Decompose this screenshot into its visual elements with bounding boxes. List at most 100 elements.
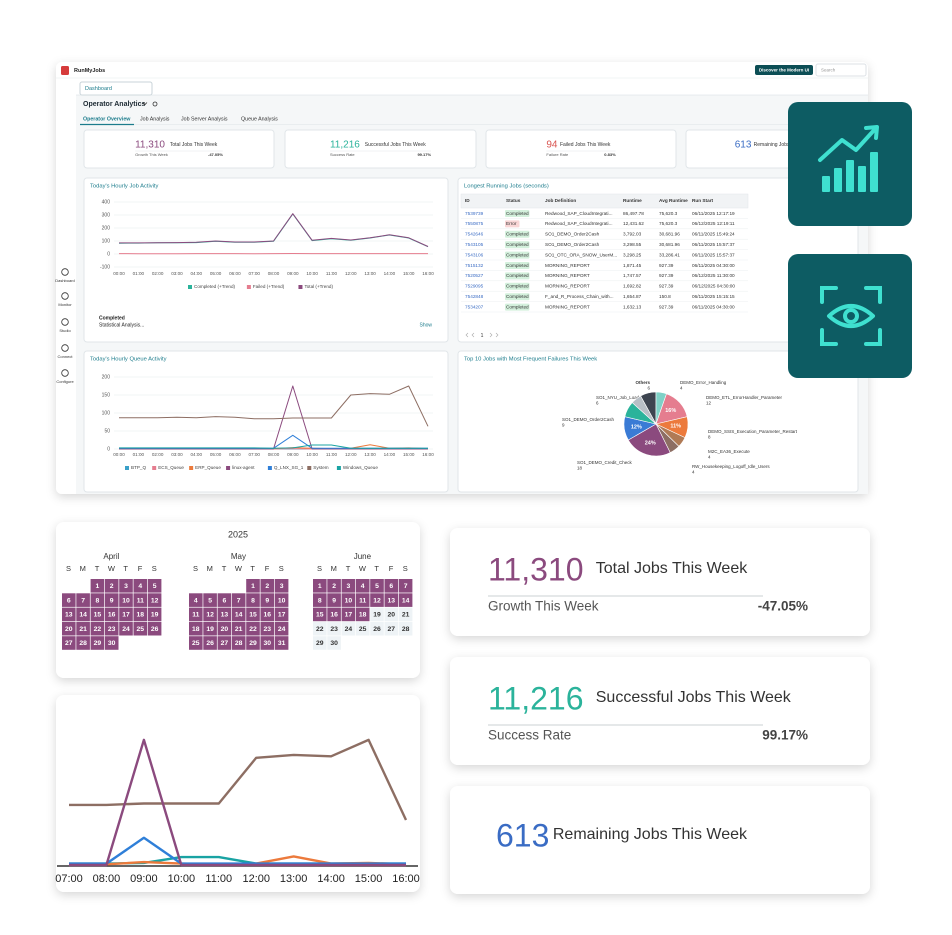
day-number[interactable]: 13: [221, 612, 229, 619]
selected-day[interactable]: [62, 593, 76, 607]
day-number[interactable]: 14: [402, 597, 410, 604]
nav-label[interactable]: Configure: [56, 379, 74, 384]
selected-day[interactable]: [62, 607, 76, 622]
day-number[interactable]: 21: [402, 612, 410, 619]
day-cell[interactable]: [313, 621, 327, 636]
day-number[interactable]: 9: [265, 597, 269, 604]
selected-day[interactable]: [217, 593, 232, 607]
selected-day[interactable]: [189, 593, 203, 607]
selected-day[interactable]: [217, 607, 232, 622]
day-number[interactable]: 16: [264, 612, 272, 619]
selected-day[interactable]: [217, 636, 232, 650]
selected-day[interactable]: [189, 636, 203, 650]
nav-icon[interactable]: [61, 344, 69, 352]
day-cell[interactable]: [341, 621, 356, 636]
day-number[interactable]: 11: [137, 597, 144, 604]
day-cell[interactable]: [384, 607, 399, 622]
selected-day[interactable]: [76, 607, 90, 622]
selected-day[interactable]: [274, 607, 289, 622]
day-cell[interactable]: [355, 621, 370, 636]
nav-icon[interactable]: [61, 318, 69, 326]
job-id-link[interactable]: 7543105: [465, 242, 484, 247]
selected-day[interactable]: [274, 579, 289, 593]
day-number[interactable]: 21: [235, 626, 243, 633]
day-number[interactable]: 11: [192, 612, 199, 619]
legend-label[interactable]: Total (+Trend): [304, 284, 333, 289]
nav-label[interactable]: Connect: [58, 354, 74, 359]
day-number[interactable]: 17: [345, 612, 353, 619]
day-number[interactable]: 23: [108, 626, 116, 633]
selected-day[interactable]: [203, 636, 217, 650]
sub-tab[interactable]: Job Server Analysis: [181, 116, 228, 122]
legend-label[interactable]: BTP_Q: [131, 465, 146, 470]
selected-day[interactable]: [119, 621, 133, 636]
selected-day[interactable]: [231, 593, 246, 607]
selected-day[interactable]: [231, 621, 246, 636]
selected-day[interactable]: [327, 607, 341, 622]
day-number[interactable]: 10: [278, 597, 286, 604]
selected-day[interactable]: [76, 593, 90, 607]
selected-day[interactable]: [355, 593, 370, 607]
job-id-link[interactable]: 7550875: [465, 221, 484, 226]
selected-day[interactable]: [76, 621, 90, 636]
selected-day[interactable]: [119, 579, 133, 593]
day-number[interactable]: 19: [151, 612, 159, 619]
selected-day[interactable]: [189, 621, 203, 636]
selected-day[interactable]: [133, 593, 148, 607]
selected-day[interactable]: [260, 593, 275, 607]
selected-day[interactable]: [327, 593, 341, 607]
legend-label[interactable]: ERP_Queue: [195, 465, 221, 470]
selected-day[interactable]: [246, 607, 260, 622]
nav-label[interactable]: Dashboard: [55, 278, 75, 283]
day-number[interactable]: 5: [375, 583, 379, 590]
day-number[interactable]: 6: [67, 597, 71, 604]
selected-day[interactable]: [133, 621, 148, 636]
day-number[interactable]: 28: [79, 640, 87, 647]
selected-day[interactable]: [370, 593, 384, 607]
selected-day[interactable]: [104, 636, 119, 650]
day-number[interactable]: 9: [332, 597, 336, 604]
job-id-link[interactable]: 7520527: [465, 273, 484, 278]
day-number[interactable]: 15: [316, 612, 324, 619]
day-number[interactable]: 17: [122, 612, 130, 619]
legend-label[interactable]: Q_LNX_SG_1: [274, 465, 304, 470]
day-number[interactable]: 12: [373, 597, 381, 604]
legend-label[interactable]: System: [313, 465, 328, 470]
day-number[interactable]: 30: [330, 640, 338, 647]
legend-swatch[interactable]: [226, 466, 231, 470]
day-cell[interactable]: [384, 621, 399, 636]
selected-day[interactable]: [355, 579, 370, 593]
sub-tab[interactable]: Queue Analysis: [241, 116, 278, 122]
day-number[interactable]: 27: [221, 640, 229, 647]
selected-day[interactable]: [90, 636, 105, 650]
selected-day[interactable]: [104, 607, 119, 622]
day-number[interactable]: 18: [359, 612, 367, 619]
selected-day[interactable]: [231, 607, 246, 622]
legend-swatch[interactable]: [298, 285, 303, 289]
day-number[interactable]: 13: [388, 597, 396, 604]
day-number[interactable]: 2: [265, 583, 269, 590]
day-number[interactable]: 6: [389, 583, 393, 590]
legend-label[interactable]: linux-agent: [232, 465, 255, 470]
selected-day[interactable]: [341, 593, 356, 607]
day-number[interactable]: 3: [124, 583, 128, 590]
selected-day[interactable]: [62, 621, 76, 636]
selected-day[interactable]: [341, 579, 356, 593]
nav-icon[interactable]: [61, 268, 69, 276]
day-number[interactable]: 22: [316, 626, 324, 633]
legend-label[interactable]: Failed (+Trend): [253, 284, 285, 289]
day-cell[interactable]: [370, 621, 384, 636]
day-number[interactable]: 26: [206, 640, 214, 647]
title-chevron[interactable]: [142, 102, 148, 106]
day-cell[interactable]: [327, 621, 341, 636]
day-number[interactable]: 7: [404, 583, 408, 590]
day-number[interactable]: 22: [249, 626, 257, 633]
day-number[interactable]: 27: [388, 626, 396, 633]
search-placeholder[interactable]: Search: [821, 67, 836, 72]
day-number[interactable]: 5: [208, 597, 212, 604]
day-number[interactable]: 26: [373, 626, 381, 633]
day-number[interactable]: 25: [137, 626, 145, 633]
selected-day[interactable]: [246, 593, 260, 607]
day-number[interactable]: 2: [110, 583, 114, 590]
selected-day[interactable]: [246, 579, 260, 593]
